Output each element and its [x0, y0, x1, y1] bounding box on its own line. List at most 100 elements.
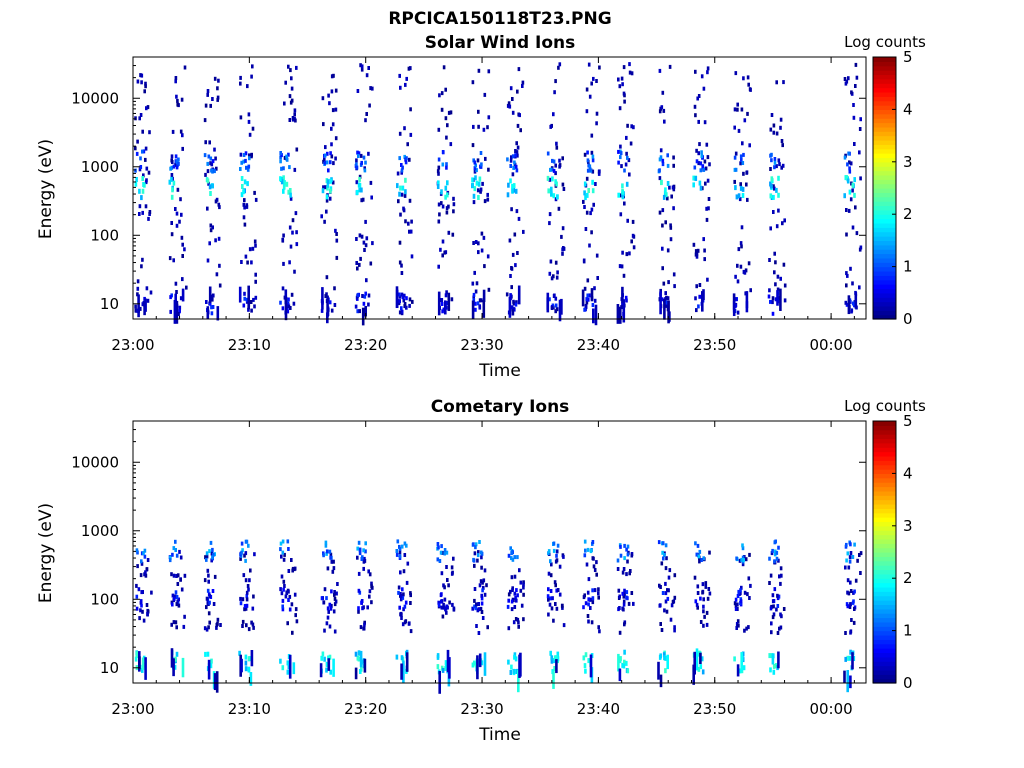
heatmap-cell — [851, 182, 855, 188]
heatmap-cell — [172, 573, 176, 578]
heatmap-cell — [363, 166, 366, 171]
heatmap-cell — [358, 187, 361, 193]
heatmap-cell — [356, 309, 359, 314]
heatmap-cell — [514, 149, 517, 153]
heatmap-cell — [244, 254, 248, 259]
heatmap-cell — [776, 287, 780, 292]
heatmap-cell — [665, 192, 668, 198]
heatmap-cell — [475, 602, 478, 607]
heatmap-cell — [442, 65, 446, 70]
heatmap-cell — [672, 155, 675, 160]
heatmap-cell — [368, 589, 372, 594]
heatmap-cell — [204, 555, 207, 560]
heatmap-cell — [703, 159, 707, 164]
heatmap-cell — [630, 124, 633, 129]
colorbar-swatch — [873, 74, 896, 80]
heatmap-cell — [623, 201, 626, 206]
heatmap-cell — [555, 659, 558, 674]
heatmap-cell — [242, 189, 245, 195]
heatmap-cell — [775, 607, 778, 612]
heatmap-cell — [169, 295, 172, 300]
heatmap-cell — [695, 148, 698, 153]
heatmap-cell — [279, 155, 282, 160]
heatmap-cell — [514, 263, 517, 268]
colorbar-swatch — [873, 122, 896, 128]
heatmap-cell — [477, 631, 481, 635]
heatmap-cell — [658, 176, 662, 181]
colorbar-swatch — [873, 630, 896, 636]
heatmap-cell — [438, 671, 441, 694]
heatmap-cell — [661, 266, 664, 271]
heatmap-cell — [398, 554, 402, 559]
heatmap-cell — [403, 293, 406, 298]
heatmap-cell — [626, 123, 629, 128]
heatmap-cell — [325, 621, 329, 626]
heatmap-cell — [482, 585, 485, 590]
heatmap-cell — [406, 142, 409, 147]
heatmap-cell — [281, 607, 285, 612]
heatmap-cell — [213, 552, 216, 557]
heatmap-cell — [666, 163, 670, 168]
heatmap-cell — [211, 589, 215, 593]
heatmap-cell — [400, 663, 403, 680]
heatmap-cell — [400, 309, 404, 314]
heatmap-cell — [441, 162, 445, 167]
heatmap-cell — [330, 154, 334, 159]
heatmap-cell — [480, 596, 484, 601]
heatmap-cell — [773, 587, 777, 592]
heatmap-cell — [664, 581, 667, 586]
heatmap-cell — [694, 599, 698, 604]
heatmap-cell — [404, 82, 407, 87]
heatmap-cell — [291, 566, 295, 571]
colorbar-swatch — [873, 560, 896, 566]
heatmap-cell — [695, 254, 699, 259]
heatmap-cell — [561, 605, 564, 610]
heatmap-cell — [180, 587, 184, 592]
heatmap-cell — [371, 86, 374, 91]
heatmap-cell — [597, 591, 600, 596]
heatmap-cell — [331, 122, 335, 127]
heatmap-cell — [149, 290, 153, 295]
heatmap-cell — [254, 243, 257, 248]
heatmap-cell — [847, 591, 851, 596]
heatmap-cell — [400, 306, 403, 311]
heatmap-cell — [585, 300, 589, 305]
heatmap-cell — [773, 559, 776, 564]
heatmap-cell — [509, 670, 513, 675]
heatmap-cell — [334, 136, 338, 141]
colorbar-swatch — [873, 608, 896, 614]
heatmap-cell — [370, 600, 373, 605]
heatmap-cell — [549, 573, 553, 578]
heatmap-cell — [670, 603, 674, 608]
heatmap-cell — [480, 231, 484, 236]
heatmap-cell — [170, 232, 174, 237]
heatmap-cell — [582, 259, 586, 264]
heatmap-cell — [584, 601, 588, 606]
heatmap-cell — [558, 164, 561, 169]
heatmap-cell — [550, 562, 553, 567]
heatmap-cell — [138, 212, 141, 216]
colorbar-swatch — [873, 170, 896, 176]
heatmap-cell — [332, 566, 336, 571]
heatmap-cell — [703, 248, 706, 253]
heatmap-cell — [245, 623, 248, 628]
heatmap-cell — [591, 158, 595, 163]
heatmap-cell — [174, 590, 178, 595]
heatmap-cell — [243, 553, 246, 558]
heatmap-cell — [583, 307, 586, 312]
heatmap-cell — [360, 187, 363, 193]
colorbar-tick-label: 0 — [903, 674, 913, 692]
heatmap-cell — [170, 622, 173, 627]
heatmap-cell — [326, 606, 330, 611]
heatmap-cell — [586, 192, 589, 198]
heatmap-cell — [702, 86, 706, 91]
heatmap-cell — [780, 139, 784, 143]
colorbar-tick-label: 0 — [903, 310, 913, 328]
heatmap-cell — [472, 193, 476, 199]
heatmap-cell — [208, 549, 211, 554]
heatmap-cell — [630, 239, 633, 244]
colorbar-swatch — [873, 266, 896, 272]
heatmap-cell — [473, 551, 477, 556]
heatmap-cell — [139, 608, 142, 613]
heatmap-cell — [362, 240, 366, 245]
